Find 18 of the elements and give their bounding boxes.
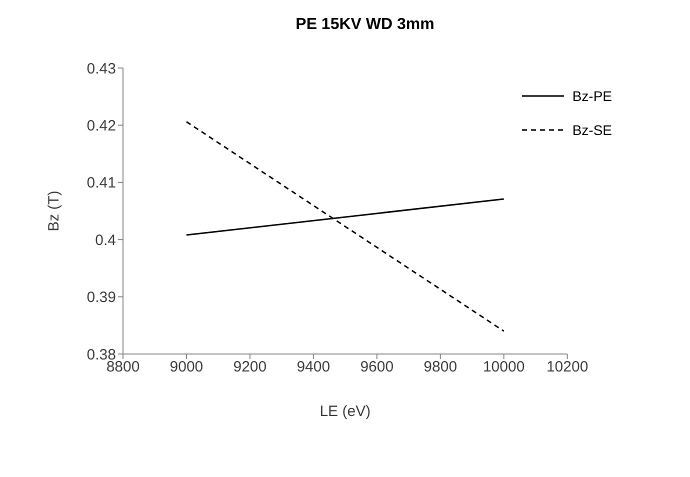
- legend-label: Bz-PE: [572, 88, 612, 104]
- y-tick-label: 0.39: [86, 289, 116, 306]
- y-tick-label: 0.41: [86, 174, 116, 192]
- chart-title: PE 15KV WD 3mm: [294, 16, 436, 34]
- x-tick-label: 10200: [546, 358, 588, 376]
- y-tick-label: 0.4: [95, 232, 116, 249]
- legend-label: Bz-SE: [572, 122, 612, 138]
- y-tick-label: 0.42: [86, 118, 116, 135]
- x-tick-label: 10000: [482, 358, 525, 376]
- x-tick-label: 9200: [233, 358, 267, 376]
- x-tick-label: 9000: [170, 358, 204, 376]
- y-axis-title: Bz (T): [45, 190, 62, 232]
- x-tick-label: 8800: [106, 358, 140, 376]
- x-axis-title: LE (eV): [320, 403, 371, 420]
- x-tick-label: 9400: [296, 358, 330, 376]
- y-tick-label: 0.43: [86, 60, 116, 78]
- x-tick-label: 9800: [424, 358, 458, 376]
- x-tick-label: 9600: [360, 358, 394, 376]
